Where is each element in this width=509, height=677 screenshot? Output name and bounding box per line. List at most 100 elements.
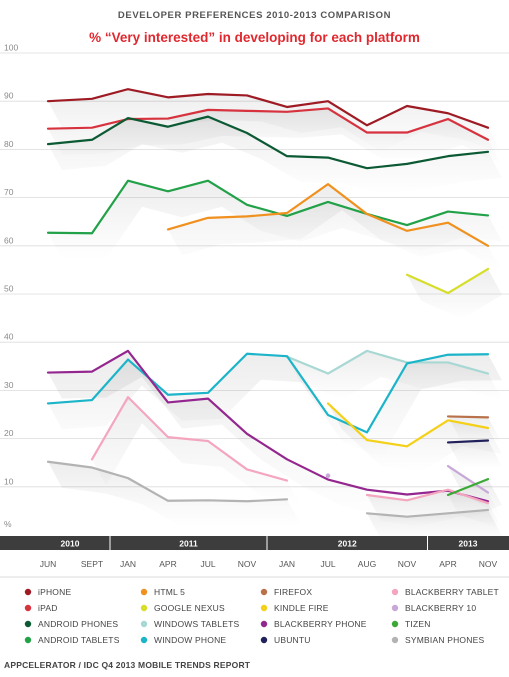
x-tick-label: JAN <box>279 559 295 569</box>
series-line <box>365 488 490 505</box>
series-google-nexus <box>405 267 490 295</box>
legend-item: iPAD <box>24 603 58 613</box>
series-tizen <box>446 477 490 497</box>
legend-label: WINDOWS TABLETS <box>154 619 239 629</box>
series-line <box>446 439 490 444</box>
legend-item: SYMBIAN PHONES <box>391 635 484 645</box>
legend-swatch <box>140 636 148 644</box>
line-shadow <box>48 461 301 528</box>
series-line <box>446 477 490 497</box>
series-blackberry-phone <box>46 349 490 503</box>
series-lines <box>46 88 490 518</box>
y-tick-label: 60 <box>4 235 14 245</box>
year-label: 2010 <box>61 539 80 549</box>
legend-item: WINDOW PHONE <box>140 635 226 645</box>
series-kindle-fire <box>326 402 490 448</box>
series-line <box>46 179 490 235</box>
line-shadow <box>168 184 502 272</box>
legend-item: ANDROID PHONES <box>24 619 118 629</box>
legend-label: iPHONE <box>38 587 71 597</box>
x-tick-label: JUL <box>320 559 335 569</box>
legend-item: FIREFOX <box>260 587 312 597</box>
x-tick-label: NOV <box>238 559 257 569</box>
line-shadow <box>48 353 502 459</box>
x-tick-label: APR <box>159 559 176 569</box>
series-line <box>46 115 490 170</box>
series-window-phone <box>46 352 490 434</box>
legend-item: iPHONE <box>24 587 71 597</box>
line-shadow <box>407 268 502 320</box>
line-shadow <box>448 479 502 521</box>
series-symbian-phones <box>46 460 490 518</box>
series-blackberry-10 <box>325 464 490 494</box>
series-line <box>405 267 490 295</box>
legend-label: KINDLE FIRE <box>274 603 329 613</box>
line-shadow <box>92 397 301 507</box>
legend-swatch <box>140 620 148 628</box>
legend-item: HTML 5 <box>140 587 185 597</box>
legend-swatch <box>24 604 32 612</box>
legend-swatch <box>140 588 148 596</box>
series-ubuntu <box>446 439 490 444</box>
legend-label: UBUNTU <box>274 635 311 645</box>
legend-item: BLACKBERRY 10 <box>391 603 476 613</box>
series-android-phones <box>46 115 490 170</box>
legend-swatch <box>24 620 32 628</box>
legend-item: UBUNTU <box>260 635 311 645</box>
legend-swatch <box>391 636 399 644</box>
legend-label: BLACKBERRY PHONE <box>274 619 367 629</box>
series-line <box>446 415 490 419</box>
x-tick-label: JUL <box>200 559 215 569</box>
legend-label: iPAD <box>38 603 58 613</box>
year-label: 2013 <box>459 539 478 549</box>
x-tick-label: JAN <box>120 559 136 569</box>
legend-swatch <box>260 604 268 612</box>
legend-item: BLACKBERRY TABLET <box>391 587 499 597</box>
series-line <box>326 402 490 448</box>
y-tick-label: 10 <box>4 476 14 486</box>
y-tick-label: 100 <box>4 43 18 53</box>
legend-item: ANDROID TABLETS <box>24 635 120 645</box>
legend-item: GOOGLE NEXUS <box>140 603 225 613</box>
legend-label: GOOGLE NEXUS <box>154 603 225 613</box>
series-line <box>90 396 289 482</box>
year-label: 2012 <box>338 539 357 549</box>
x-tick-label: AUG <box>358 559 376 569</box>
series-line <box>46 352 490 434</box>
y-tick-label: 80 <box>4 139 14 149</box>
y-tick-label: 50 <box>4 284 14 294</box>
series-line <box>365 508 490 518</box>
series-firefox <box>446 415 490 419</box>
series-line <box>46 349 490 503</box>
legend-swatch <box>24 588 32 596</box>
y-tick-label: 90 <box>4 91 14 101</box>
legend-label: ANDROID TABLETS <box>38 635 120 645</box>
line-shadow <box>48 108 502 166</box>
legend-item: BLACKBERRY PHONE <box>260 619 367 629</box>
legend-label: BLACKBERRY TABLET <box>405 587 499 597</box>
chart-supertitle: DEVELOPER PREFERENCES 2010-2013 COMPARIS… <box>118 10 391 21</box>
legend: iPHONE iPAD ANDROID PHONES ANDROID TABLETS H… <box>24 587 499 645</box>
series-point <box>325 473 331 479</box>
x-tick-label: JUN <box>40 559 57 569</box>
legend-swatch <box>391 604 399 612</box>
legend-swatch <box>260 588 268 596</box>
legend-swatch <box>24 636 32 644</box>
legend-item: WINDOWS TABLETS <box>140 619 239 629</box>
x-axis: 2010 2011 2012 2013 JUN SEPT JAN APR JUL NOV JAN JU… <box>0 536 509 578</box>
source-note: APPCELERATOR / IDC Q4 2013 MOBILE TRENDS… <box>4 660 251 670</box>
x-tick-label: SEPT <box>81 559 103 569</box>
legend-item: TIZEN <box>391 619 430 629</box>
legend-swatch <box>260 636 268 644</box>
x-tick-label: APR <box>439 559 456 569</box>
legend-swatch <box>391 588 399 596</box>
series-android-tablets <box>46 179 490 235</box>
legend-label: SYMBIAN PHONES <box>405 635 484 645</box>
series-windows-tablets <box>285 349 490 375</box>
series-line <box>166 183 490 247</box>
legend-item: KINDLE FIRE <box>260 603 329 613</box>
legend-label: HTML 5 <box>154 587 185 597</box>
line-shadow <box>448 440 502 469</box>
line-shadow <box>328 403 502 473</box>
